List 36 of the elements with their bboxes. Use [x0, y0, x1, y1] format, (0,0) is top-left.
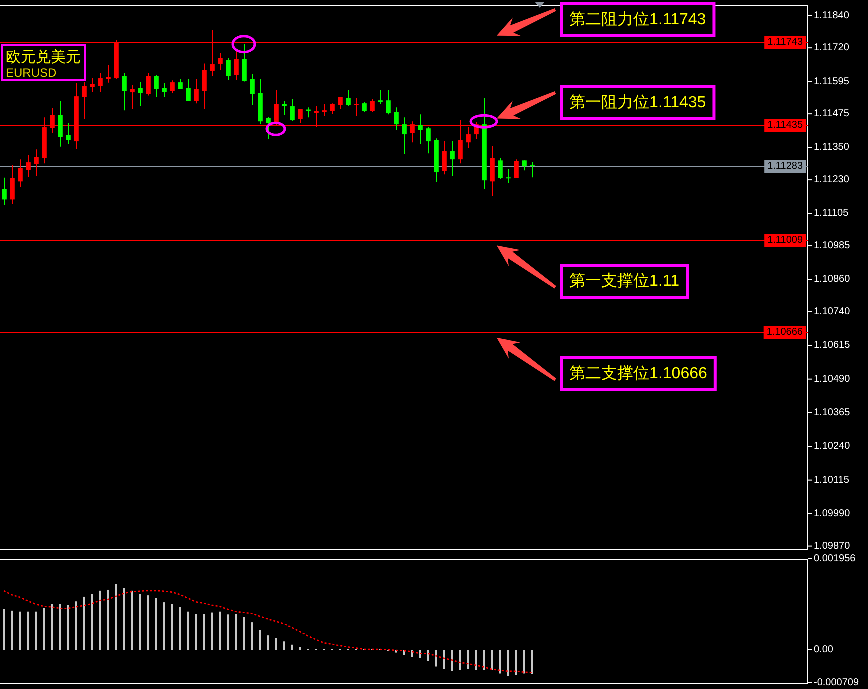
annotation: 第二支撑位1.10666	[570, 365, 708, 382]
y-tick-label: 1.11350	[814, 142, 850, 154]
y-tick-label: 1.10615	[814, 340, 850, 352]
title: 欧元兑美元	[6, 49, 81, 66]
y-tick-label: 1.11475	[814, 108, 850, 120]
y-tick-label: 1.10860	[814, 274, 850, 286]
y-tick-label: 1.10985	[814, 240, 850, 252]
ref-line-label: 1.11435	[764, 119, 806, 132]
y-tick-label: -0.000709	[814, 678, 860, 688]
y-tick-label: 1.10115	[814, 474, 850, 486]
ref-line-label: 1.10666	[766, 327, 804, 338]
ref-line-label: 1.11435	[768, 120, 804, 131]
ref-line-label: 1.11743	[764, 36, 806, 49]
y-tick-label: 1.10740	[814, 306, 850, 318]
ref-line-label: 1.11283	[768, 161, 804, 172]
ref-line-label: 1.11009	[764, 234, 806, 247]
ref-line-label: 1.11009	[768, 235, 804, 246]
y-tick-label: 1.11105	[814, 208, 849, 220]
y-tick-label: 0.00	[814, 644, 834, 656]
subtitle: EURUSD	[6, 66, 57, 80]
ref-line-label: 1.10666	[764, 326, 806, 339]
y-tick-label: 1.10365	[814, 408, 850, 418]
y-tick-label: 1.10490	[814, 374, 850, 385]
ref-line-label: 1.11283	[764, 160, 806, 173]
y-tick-label: 1.11230	[814, 174, 850, 186]
annotation: 第二阻力位1.11743	[570, 11, 706, 28]
annotation: 第一支撑位1.11	[570, 273, 680, 290]
y-tick-label: 0.001956	[814, 554, 856, 564]
annotation: 第一阻力位1.11435	[570, 94, 706, 112]
ref-line-label: 1.11743	[768, 37, 804, 48]
y-tick-label: 1.09870	[814, 540, 850, 552]
y-tick-label: 1.10240	[814, 441, 850, 452]
y-tick-label: 1.11595	[814, 76, 850, 88]
y-tick-label: 1.11720	[814, 42, 850, 54]
y-tick-label: 1.09990	[814, 508, 850, 520]
y-tick-label: 1.11840	[814, 10, 850, 22]
